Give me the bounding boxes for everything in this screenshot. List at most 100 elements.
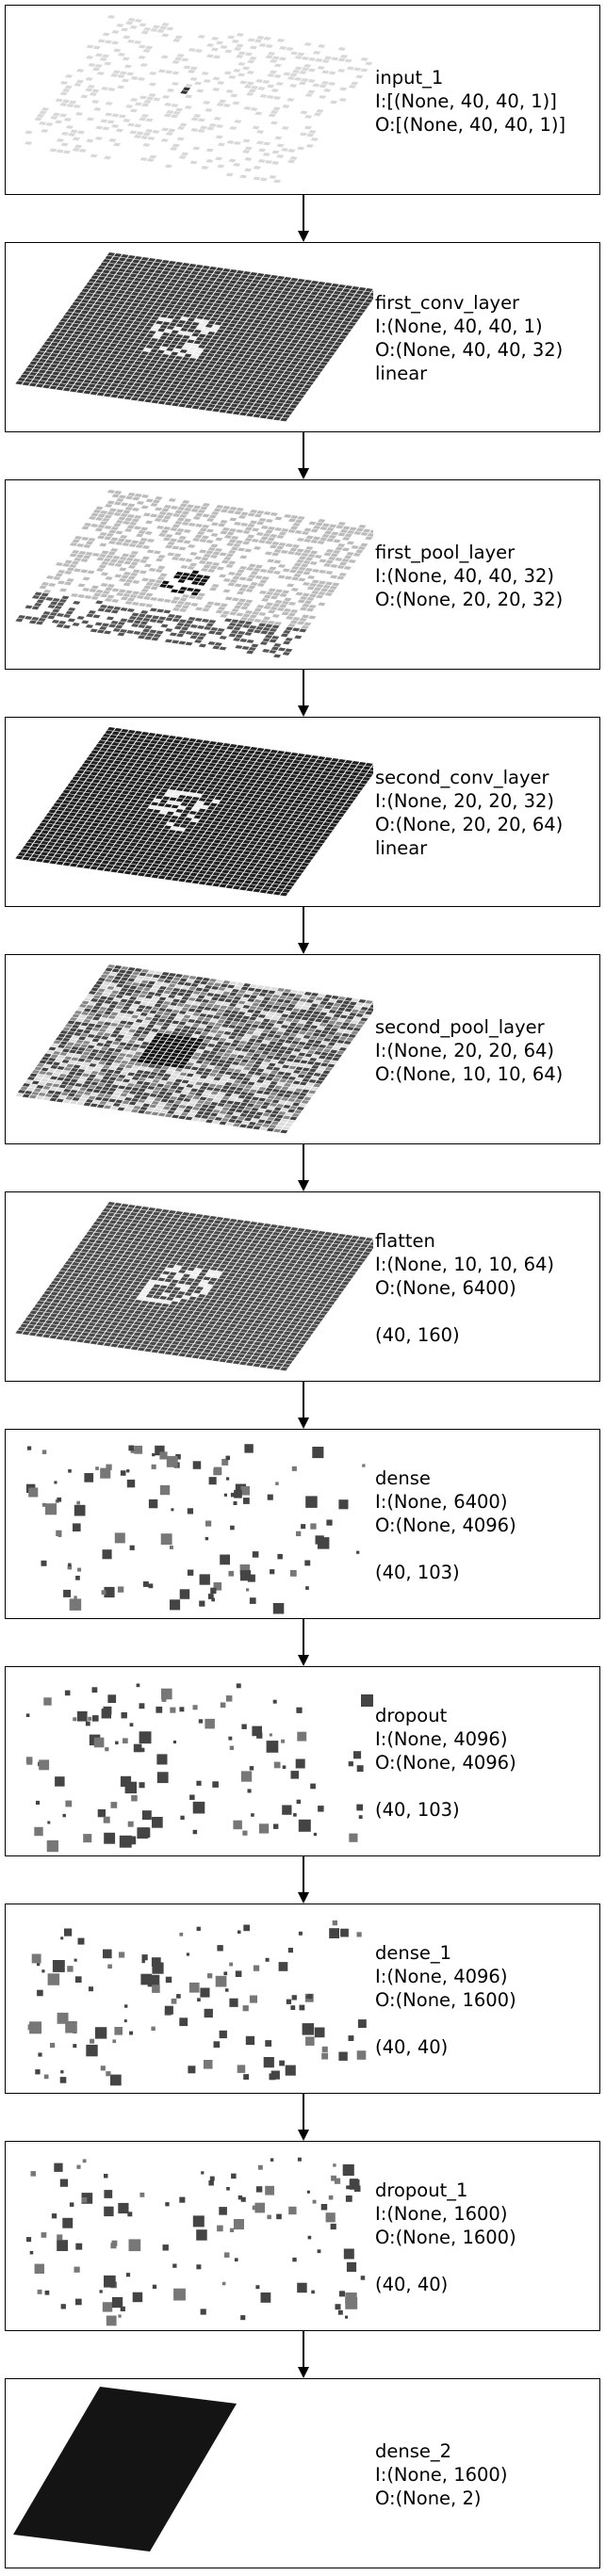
layer-info-line: O:(None, 20, 20, 64) [375,814,564,835]
layer-info-line: O:(None, 1600) [375,2227,516,2248]
layer-info-line: I:(None, 4096) [375,1966,508,1987]
layer-box-first-pool-layer: first_pool_layer I:(None, 40, 40, 32) O:(N… [5,479,600,670]
layer-info-line: O:(None, 40, 40, 32) [375,339,564,361]
scatter-units [27,1920,367,2086]
layer-box-dense-1: dense_1 I:(None, 4096) O:(None, 1600) (40, … [5,1904,600,2094]
layer-info-line: I:(None, 20, 20, 32) [375,790,555,812]
grid-cells [15,252,373,422]
layer-info-line: I:(None, 10, 10, 64) [375,1254,555,1275]
layer-name: dropout_1 [375,2179,468,2201]
layer-info-line [375,2249,516,2273]
layer-name: dropout [375,1705,448,1726]
layer-box-second-pool-layer: second_pool_layer I:(None, 20, 20, 64) O:(… [5,954,600,1144]
flow-arrow [298,2094,309,2141]
layer-label: dense I:(None, 6400) O:(None, 4096) (40, 10… [375,1466,516,1584]
layer-label: dropout I:(None, 4096) O:(None, 4096) (40, … [375,1704,516,1822]
scatter-units [26,1444,366,1614]
layer-name: second_pool_layer [375,1016,545,1038]
layer-info-line: I:(None, 4096) [375,1728,508,1750]
layer-label: first_conv_layer I:(None, 40, 40, 1) O:(No… [375,291,563,385]
grid-cells [15,727,373,897]
grid-cells [25,15,373,184]
layer-info-line: O:(None, 4096) [375,1752,516,1774]
flow-arrow [298,907,309,954]
layer-visualization [26,1444,366,1614]
layer-info-line: I:(None, 6400) [375,1491,508,1513]
layer-info-line: O:(None, 4096) [375,1515,516,1536]
layer-info-line: (40, 103) [375,1562,460,1583]
grid-cells [15,490,373,658]
layer-info-line [375,2012,516,2035]
flow-arrow [298,1856,309,1904]
layer-visualization [25,1683,373,1853]
layer-box-dense-2: dense_2 I:(None, 1600) O:(None, 2) [5,2378,600,2568]
layer-info-line: I:(None, 40, 40, 32) [375,565,555,587]
scatter-units [25,1683,373,1853]
layer-box-dropout: dropout I:(None, 4096) O:(None, 4096) (40, … [5,1666,600,1856]
layer-info-line: O:(None, 10, 10, 64) [375,1063,564,1085]
layer-info-line: linear [375,363,428,384]
layer-info-line: (40, 160) [375,1324,460,1346]
flow-arrow [298,2331,309,2378]
layer-info-line: I:(None, 1600) [375,2464,508,2486]
flow-arrow [298,1144,309,1191]
layer-label: dropout_1 I:(None, 1600) O:(None, 1600) (40… [375,2179,516,2296]
layer-info-line: O:(None, 20, 20, 32) [375,589,564,610]
layer-info-line [375,1774,516,1798]
layer-label: second_conv_layer I:(None, 20, 20, 32) O:(… [375,766,563,860]
layer-label: dense_2 I:(None, 1600) O:(None, 2) [375,2439,507,2510]
layer-box-first-conv-layer: first_conv_layer I:(None, 40, 40, 1) O:(No… [5,242,600,432]
layer-visualization [27,1920,367,2086]
layer-name: input_1 [375,67,444,89]
layer-visualization [15,252,373,422]
layer-label: dense_1 I:(None, 4096) O:(None, 1600) (40, … [375,1941,516,2059]
flow-arrow [298,1619,309,1666]
layer-name: first_pool_layer [375,542,516,563]
layer-info-line [375,1300,554,1323]
layer-info-line: linear [375,837,428,859]
layer-name: flatten [375,1230,435,1252]
layer-name: dense_1 [375,1942,452,1964]
layer-visualization [15,490,373,658]
layer-name: second_conv_layer [375,767,549,788]
grid-cells [15,1202,373,1371]
layer-box-second-conv-layer: second_conv_layer I:(None, 20, 20, 32) O:(… [5,717,600,907]
layer-label: second_pool_layer I:(None, 20, 20, 64) O:(… [375,1015,563,1086]
layer-visualization [26,2157,366,2326]
layer-label: input_1 I:[(None, 40, 40, 1)] O:[(None, 40… [375,66,565,137]
layer-box-dropout-1: dropout_1 I:(None, 1600) O:(None, 1600) (40… [5,2141,600,2331]
layer-box-flatten: flatten I:(None, 10, 10, 64) O:(None, 6400… [5,1191,600,1382]
layer-visualization [15,964,373,1134]
layer-info-line: O:[(None, 40, 40, 1)] [375,114,566,136]
layer-box-input-1: input_1 I:[(None, 40, 40, 1)] O:[(None, 40… [5,5,600,195]
layer-info-line [375,1537,516,1561]
layer-visualization [15,1202,373,1371]
layer-info-line: I:(None, 40, 40, 1) [375,316,543,337]
layer-label: first_pool_layer I:(None, 40, 40, 32) O:(N… [375,541,563,611]
layer-info-line: (40, 40) [375,2036,449,2058]
flow-arrow [298,195,309,242]
layer-name: dense [375,1467,431,1489]
layer-info-line: O:(None, 6400) [375,1277,516,1299]
layer-info-line: (40, 103) [375,1799,460,1821]
layer-info-line: I:(None, 1600) [375,2203,508,2225]
layer-info-line: (40, 40) [375,2274,449,2295]
activation-block [13,2387,237,2552]
layer-info-line: I:[(None, 40, 40, 1)] [375,90,557,112]
layer-info-line: O:(None, 1600) [375,1989,516,2011]
layer-visualization [15,727,373,897]
layer-label: flatten I:(None, 10, 10, 64) O:(None, 6400… [375,1229,554,1347]
layer-info-line: O:(None, 2) [375,2487,482,2509]
layer-visualization [25,15,373,184]
layer-name: dense_2 [375,2440,452,2462]
layer-name: first_conv_layer [375,292,520,314]
flow-arrow [298,670,309,717]
layer-info-line: I:(None, 20, 20, 64) [375,1040,555,1061]
flow-arrow [298,432,309,479]
layer-box-dense: dense I:(None, 6400) O:(None, 4096) (40, 10… [5,1429,600,1619]
scatter-units [26,2157,366,2326]
grid-cells [15,964,373,1134]
layer-visualization [13,2387,237,2552]
grid-cells [13,2387,237,2552]
